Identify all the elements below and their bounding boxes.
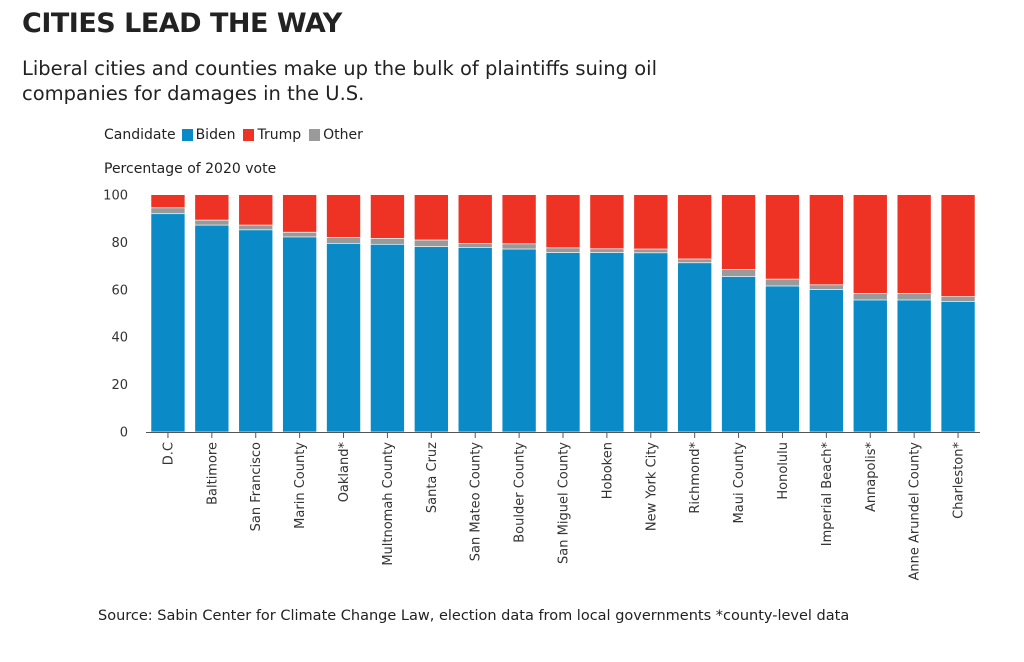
x-tick-label: Imperial Beach*	[820, 442, 835, 547]
bar-trump	[941, 195, 975, 297]
bar-trump	[721, 195, 756, 270]
x-tick-label: Boulder County	[513, 442, 528, 543]
legend-swatch-biden	[181, 129, 193, 141]
bar-trump	[897, 195, 931, 294]
bar-other	[326, 237, 361, 243]
x-tick-label: New York City	[644, 442, 659, 531]
bar-other	[765, 279, 800, 286]
bar-trump	[151, 195, 185, 208]
bar-trump	[326, 195, 361, 238]
bar-other	[370, 238, 405, 244]
x-tick-label: San Francisco	[249, 442, 264, 531]
x-tick-label: San Miguel County	[557, 442, 572, 564]
bar-biden	[897, 300, 931, 432]
chart-title: CITIES LEAD THE WAY	[22, 8, 342, 39]
bar-other	[941, 297, 975, 302]
bar-biden	[326, 243, 361, 432]
legend-swatch-trump	[243, 129, 255, 141]
bar-trump	[678, 195, 712, 259]
bar-biden	[282, 237, 317, 432]
bar-biden	[853, 300, 887, 432]
bar-biden	[151, 214, 185, 432]
bar-biden	[634, 253, 668, 432]
x-tick-label: Santa Cruz	[425, 442, 440, 513]
bar-trump	[502, 195, 536, 244]
bar-biden	[765, 286, 800, 432]
x-tick-label: Charleston*	[952, 442, 967, 519]
y-tick-label: 80	[111, 236, 128, 251]
y-axis-label: Percentage of 2020 vote	[104, 161, 277, 177]
legend-label-biden: Biden	[195, 127, 236, 143]
bar-other	[151, 208, 185, 214]
x-tick-label: Honolulu	[776, 442, 791, 500]
x-tick-label: San Mateo County	[469, 442, 484, 562]
x-tick-label: Maui County	[732, 442, 747, 524]
legend-label-trump: Trump	[257, 127, 302, 143]
bar-trump	[765, 195, 800, 279]
bar-trump	[546, 195, 580, 248]
bar-other	[853, 293, 887, 300]
bar-biden	[502, 249, 536, 432]
x-tick-label: Marin County	[293, 442, 308, 529]
bar-biden	[370, 244, 405, 432]
x-tick-label: Oakland*	[337, 442, 352, 503]
bar-other	[721, 269, 756, 277]
bar-other	[282, 232, 317, 237]
bar-biden	[546, 252, 580, 432]
bar-biden	[414, 247, 448, 432]
legend-title: Candidate	[104, 127, 176, 143]
bar-biden	[590, 252, 624, 432]
bar-biden	[678, 263, 712, 432]
bar-trump	[239, 195, 273, 225]
legend-item-other: Other	[309, 127, 363, 143]
legend: Candidate Biden Trump Other	[104, 127, 371, 143]
x-tick-label: Richmond*	[688, 442, 703, 514]
bar-other	[897, 293, 931, 300]
bar-other	[195, 220, 229, 225]
bar-biden	[941, 301, 975, 432]
bar-trump	[809, 195, 844, 285]
bar-other	[546, 248, 580, 253]
x-tick-label: Hoboken	[600, 442, 615, 499]
bar-biden	[721, 276, 756, 432]
x-tick-label: Multnomah County	[381, 442, 396, 566]
bar-trump	[590, 195, 624, 249]
y-tick-label: 20	[111, 378, 128, 393]
bar-other	[590, 249, 624, 253]
y-tick-label: 100	[103, 189, 128, 204]
chart-subtitle: Liberal cities and counties make up the …	[22, 57, 657, 105]
bar-trump	[370, 195, 405, 239]
x-tick-label: Anne Arundel County	[908, 442, 923, 581]
legend-item-biden: Biden	[181, 127, 236, 143]
source-note: Source: Sabin Center for Climate Change …	[98, 608, 850, 624]
bar-biden	[239, 230, 273, 432]
y-tick-label: 60	[111, 283, 128, 298]
bar-other	[414, 240, 448, 247]
bar-biden	[809, 289, 844, 432]
bar-trump	[853, 195, 887, 294]
bar-other	[634, 249, 668, 253]
bar-trump	[458, 195, 492, 244]
bar-other	[809, 285, 844, 290]
bar-other	[458, 243, 492, 248]
x-tick-label: Baltimore	[205, 442, 220, 505]
x-tick-label: Annapolis*	[864, 442, 879, 513]
bar-biden	[195, 225, 229, 432]
bar-trump	[195, 195, 229, 220]
bar-trump	[634, 195, 668, 249]
bar-other	[678, 259, 712, 263]
bar-biden	[458, 247, 492, 432]
bar-trump	[282, 195, 317, 232]
legend-label-other: Other	[323, 127, 363, 143]
y-tick-label: 0	[120, 426, 128, 441]
legend-swatch-other	[309, 129, 321, 141]
x-tick-label: D.C	[161, 442, 176, 465]
bar-other	[502, 244, 536, 249]
bar-other	[239, 225, 273, 230]
legend-item-trump: Trump	[243, 127, 301, 143]
bar-trump	[414, 195, 448, 240]
y-tick-label: 40	[111, 331, 128, 346]
